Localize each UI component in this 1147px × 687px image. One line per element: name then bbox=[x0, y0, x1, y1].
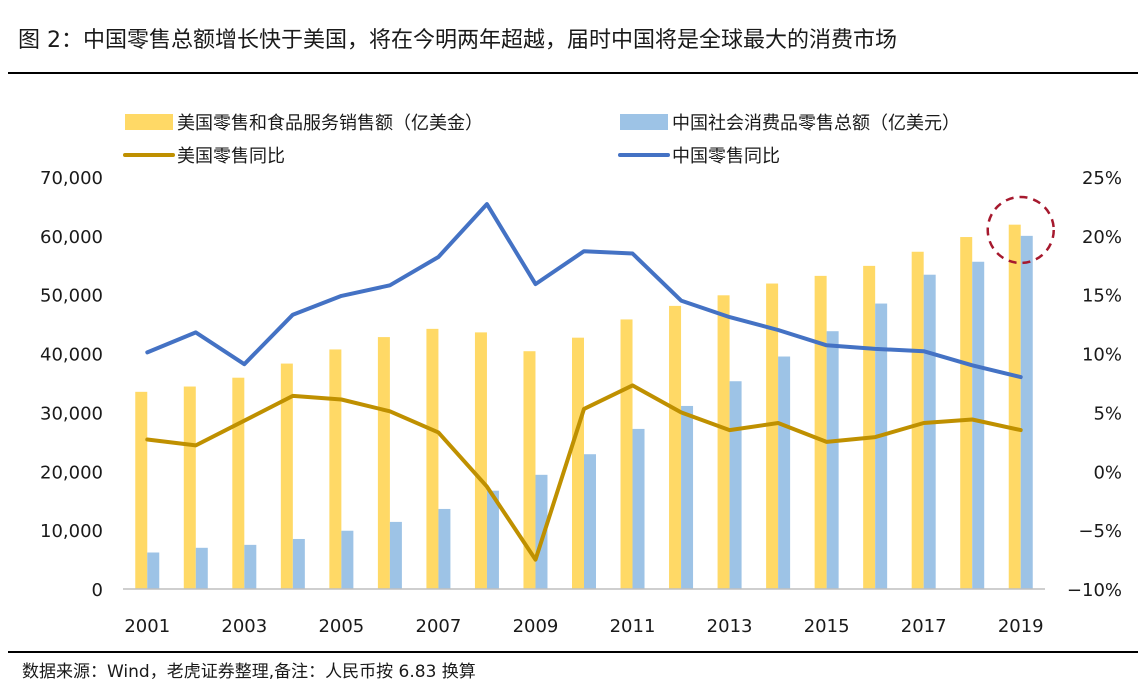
y-right-tick-label: −5% bbox=[1078, 521, 1122, 542]
source-note: 数据来源：Wind，老虎证券整理,备注：人民币按 6.83 换算 bbox=[22, 662, 476, 682]
y-left-tick-label: 70,000 bbox=[40, 168, 103, 189]
y-left-tick-label: 10,000 bbox=[40, 521, 103, 542]
y-left-tick-label: 60,000 bbox=[40, 227, 103, 248]
y-left-tick-label: 30,000 bbox=[40, 403, 103, 424]
legend: 美国零售和食品服务销售额（亿美金） 中国社会消费品零售总额（亿美元） 美国零售同比 中… bbox=[123, 113, 960, 167]
x-tick-label: 2015 bbox=[804, 616, 850, 637]
us-retail-bar bbox=[572, 337, 584, 589]
legend-label: 美国零售同比 bbox=[177, 146, 285, 167]
us-yoy-line bbox=[145, 383, 1023, 562]
bottom-rule bbox=[8, 651, 1138, 653]
y-right-tick-label: 0% bbox=[1093, 462, 1122, 483]
x-tick-label: 2003 bbox=[221, 616, 267, 637]
line-series bbox=[145, 202, 1023, 562]
us-retail-bar bbox=[377, 337, 390, 589]
highlight-marker bbox=[986, 195, 1055, 265]
us-retail-bar bbox=[863, 265, 876, 589]
cn-retail-bar bbox=[486, 490, 499, 589]
us-retail-bar bbox=[911, 251, 924, 589]
x-tick-label: 2007 bbox=[416, 616, 462, 637]
cn-retail-bar bbox=[632, 428, 645, 589]
legend-label: 中国零售同比 bbox=[672, 146, 780, 167]
y-right-tick-label: 25% bbox=[1082, 168, 1122, 189]
cn-retail-bar bbox=[1020, 235, 1033, 589]
highlight-circle bbox=[986, 195, 1055, 265]
us-retail-bar bbox=[329, 349, 342, 589]
top-rule bbox=[8, 72, 1138, 74]
cn-retail-bar bbox=[681, 405, 694, 589]
cn-retail-bar bbox=[292, 538, 305, 589]
left-axis: 0 10,000 20,000 30,000 40,000 50,000 60,000 70,… bbox=[40, 168, 103, 601]
us-retail-bar bbox=[960, 237, 973, 589]
us-retail-bar bbox=[426, 328, 439, 589]
y-right-tick-label: 5% bbox=[1093, 403, 1122, 424]
y-right-tick-label: −10% bbox=[1067, 580, 1122, 601]
us-retail-bar bbox=[620, 319, 633, 589]
x-tick-label: 2013 bbox=[707, 616, 753, 637]
y-left-tick-label: 40,000 bbox=[40, 345, 103, 366]
legend-swatch bbox=[125, 114, 173, 130]
cn-retail-bar bbox=[195, 547, 208, 589]
us-retail-bar bbox=[523, 351, 536, 589]
y-left-tick-label: 0 bbox=[92, 580, 103, 601]
cn-retail-bar bbox=[972, 261, 985, 589]
x-tick-label: 2001 bbox=[124, 616, 170, 637]
cn-retail-bar bbox=[244, 544, 257, 589]
cn-retail-bar bbox=[584, 454, 596, 589]
cn-retail-bar bbox=[341, 530, 354, 589]
legend-label: 中国社会消费品零售总额（亿美元） bbox=[672, 113, 960, 134]
us-retail-bar bbox=[135, 391, 148, 589]
right-axis: −10% −5% 0% 5% 10% 15% 20% 25% bbox=[1067, 168, 1122, 601]
y-right-tick-label: 15% bbox=[1082, 286, 1122, 307]
x-tick-label: 2011 bbox=[610, 616, 656, 637]
x-tick-label: 2019 bbox=[998, 616, 1044, 637]
cn-retail-bar bbox=[923, 274, 936, 589]
cn-retail-bar bbox=[389, 521, 402, 589]
x-tick-label: 2005 bbox=[318, 616, 364, 637]
cn-retail-bar bbox=[535, 474, 548, 589]
us-retail-bar bbox=[717, 295, 730, 589]
us-retail-bar bbox=[232, 377, 245, 589]
y-right-tick-label: 10% bbox=[1082, 345, 1122, 366]
y-left-tick-label: 20,000 bbox=[40, 462, 103, 483]
cn-retail-bar bbox=[147, 552, 160, 589]
cn-retail-bar bbox=[875, 303, 888, 589]
cn-retail-bar bbox=[729, 381, 742, 589]
x-tick-label: 2017 bbox=[901, 616, 947, 637]
x-tick-label: 2009 bbox=[513, 616, 559, 637]
us-retail-bar bbox=[766, 283, 779, 589]
us-retail-bar bbox=[814, 275, 827, 589]
us-retail-bar bbox=[669, 305, 682, 589]
cn-retail-bar bbox=[438, 508, 451, 589]
chart-title: 图 2：中国零售总额增长快于美国，将在今明两年超越，届时中国将是全球最大的消费市… bbox=[18, 28, 897, 53]
y-left-tick-label: 50,000 bbox=[40, 286, 103, 307]
us-retail-bar bbox=[474, 332, 487, 589]
us-retail-bar bbox=[280, 363, 293, 589]
cn-retail-bar bbox=[826, 331, 839, 589]
x-axis: 2001 2003 2005 2007 2009 2011 2013 2015 2017 2019 bbox=[123, 588, 1045, 637]
y-right-tick-label: 20% bbox=[1082, 227, 1122, 248]
cn-yoy-line bbox=[145, 202, 1023, 380]
us-retail-bar bbox=[1008, 224, 1021, 589]
legend-label: 美国零售和食品服务销售额（亿美金） bbox=[177, 113, 483, 134]
us-retail-bar bbox=[183, 386, 196, 589]
legend-swatch bbox=[620, 114, 668, 130]
cn-retail-bar bbox=[778, 356, 791, 589]
